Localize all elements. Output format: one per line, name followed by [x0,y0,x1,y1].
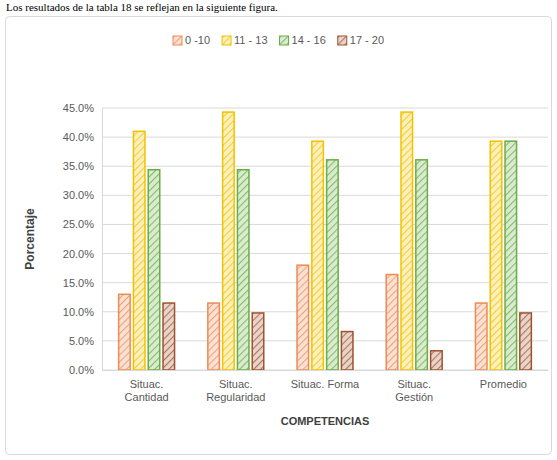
y-tick-label: 0.0% [69,364,94,376]
x-tick: Situac.Regularidad [206,370,265,403]
grid-line [102,253,548,254]
legend-label: 17 - 20 [350,34,384,46]
bar [119,294,131,370]
legend-item: 0 -10 [173,34,210,46]
bar [252,313,264,370]
bar [475,303,487,370]
bar [208,303,220,370]
y-tick: 20.0% [63,248,102,260]
y-axis: 0.0% 5.0% 10.0% 15.0% 20.0% 25.0% 30.0% 35.0% 40… [63,102,103,376]
grid-line [102,282,548,283]
x-tick-label: Situac.Regularidad [206,378,265,403]
y-tick-label: 25.0% [63,218,94,230]
x-axis-line [103,370,549,371]
y-axis-line [102,109,103,371]
y-tick: 25.0% [63,218,102,230]
legend-swatch [338,36,347,45]
bar [223,112,235,370]
y-tick-label: 30.0% [63,189,94,201]
grid-line [102,224,548,225]
bar [520,313,532,370]
bar [297,265,309,370]
bar [163,303,175,370]
legend-item: 11 - 13 [222,34,267,46]
y-tick: 40.0% [63,131,102,143]
chart: Los resultados de la tabla 18 se refleja… [0,0,557,460]
y-tick: 45.0% [63,102,102,114]
y-tick-label: 10.0% [63,306,94,318]
x-tick: Situac.Cantidad [125,370,169,403]
bar [401,112,413,370]
bar [148,170,160,370]
bar [386,275,398,370]
x-tick: Situac. Forma [291,370,360,390]
y-tick: 30.0% [63,189,102,201]
x-tick-label: Situac.Gestión [395,378,433,403]
bars [119,112,532,370]
bar [133,131,145,370]
bar [505,141,517,370]
annotations: Los resultados de la tabla 18 se refleja… [6,1,278,13]
bar [416,160,428,370]
y-tick-label: 20.0% [63,248,94,260]
legend: 0 -10 11 - 13 14 - 16 17 - 20 [173,34,384,46]
legend-item: 17 - 20 [338,34,384,46]
y-tick-label: 35.0% [63,160,94,172]
y-tick: 10.0% [63,306,102,318]
legend-label: 11 - 13 [234,34,267,46]
x-axis: Situac.Cantidad Situac.Regularidad Situac.… [103,370,549,403]
x-tick-label: Promedio [480,378,527,390]
y-tick: 5.0% [69,335,102,347]
chart-frame [6,17,552,455]
annotation: Los resultados de la tabla 18 se refleja… [6,1,278,13]
bar [431,351,443,370]
legend-label: 0 -10 [185,34,210,46]
bar [327,160,339,370]
legend-label: 14 - 16 [292,34,326,46]
legend-swatch [222,36,231,45]
y-tick: 15.0% [63,277,102,289]
grid-line [102,195,548,196]
y-axis-title: Porcentaje [23,208,37,270]
grid-line [102,166,548,167]
y-tick: 35.0% [63,160,102,172]
y-tick-label: 45.0% [63,102,94,114]
x-axis-title: COMPETENCIAS [281,415,370,427]
y-tick-label: 5.0% [69,335,94,347]
y-tick-label: 40.0% [63,131,94,143]
bar [312,141,324,370]
legend-swatch [173,36,182,45]
y-tick-label: 15.0% [63,277,94,289]
legend-swatch [280,36,289,45]
x-tick: Situac.Gestión [395,370,433,403]
grid-line [102,137,548,138]
grid [102,108,548,370]
x-tick: Promedio [480,370,527,390]
bar [490,141,502,370]
bar [237,170,249,370]
bar [341,332,353,370]
x-tick-label: Situac.Cantidad [125,378,169,403]
legend-item: 14 - 16 [280,34,326,46]
x-tick-label: Situac. Forma [291,378,360,390]
grid-line [102,108,548,109]
y-tick: 0.0% [69,364,102,376]
